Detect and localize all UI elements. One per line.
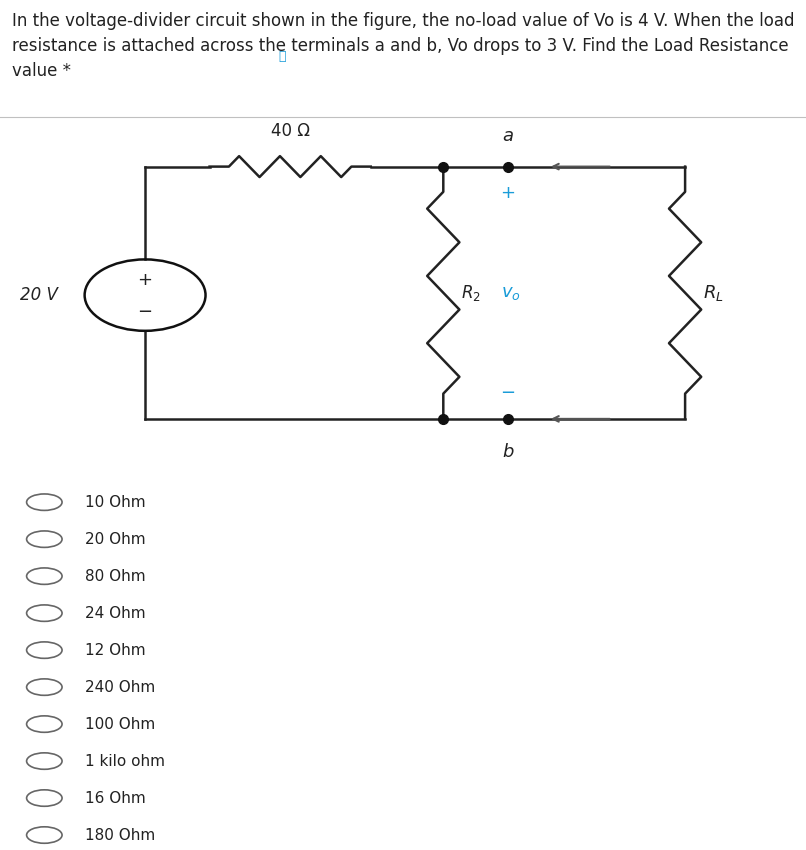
Text: +: + — [501, 184, 515, 201]
Text: $R_2$: $R_2$ — [461, 283, 481, 303]
Text: $R_L$: $R_L$ — [703, 283, 724, 303]
Text: In the voltage-divider circuit shown in the figure, the no-load value of Vo is 4: In the voltage-divider circuit shown in … — [12, 12, 795, 80]
Text: $v_o$: $v_o$ — [501, 284, 521, 302]
Text: 10 Ohm: 10 Ohm — [85, 495, 145, 510]
Text: 1 kilo ohm: 1 kilo ohm — [85, 754, 164, 768]
Text: 80 Ohm: 80 Ohm — [85, 569, 145, 584]
Text: 🔉: 🔉 — [278, 50, 285, 63]
Text: b: b — [502, 443, 513, 461]
Text: 16 Ohm: 16 Ohm — [85, 790, 145, 806]
Text: 12 Ohm: 12 Ohm — [85, 643, 145, 658]
Text: 20 V: 20 V — [20, 286, 58, 304]
Text: −: − — [501, 383, 515, 402]
Text: +: + — [138, 271, 152, 289]
Text: 40 Ω: 40 Ω — [271, 122, 310, 140]
Text: 180 Ohm: 180 Ohm — [85, 828, 155, 842]
Text: −: − — [138, 303, 152, 320]
Text: 100 Ohm: 100 Ohm — [85, 717, 155, 732]
Text: 240 Ohm: 240 Ohm — [85, 680, 155, 694]
Text: 20 Ohm: 20 Ohm — [85, 531, 145, 547]
Text: 24 Ohm: 24 Ohm — [85, 606, 145, 620]
Text: a: a — [502, 128, 513, 145]
